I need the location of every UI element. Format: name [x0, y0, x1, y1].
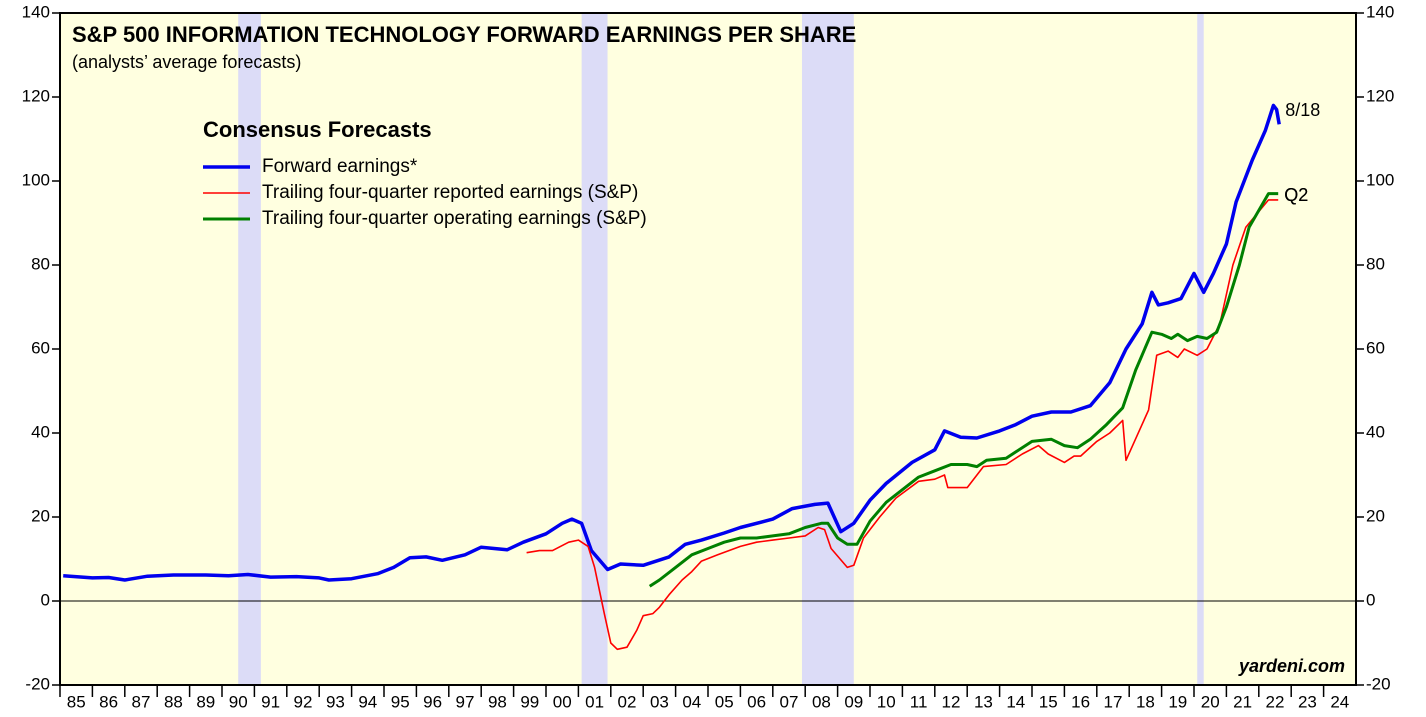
x-tick-label: 89 — [196, 692, 215, 711]
recession-bands — [238, 13, 1204, 685]
x-tick-label: 17 — [1104, 692, 1123, 711]
x-tick-label: 09 — [844, 692, 863, 711]
legend-label: Forward earnings* — [262, 156, 418, 177]
x-tick-label: 00 — [553, 692, 572, 711]
x-tick-label: 19 — [1168, 692, 1187, 711]
series-line — [648, 192, 1279, 588]
x-tick-label: 94 — [358, 692, 377, 711]
x-tick-label: 86 — [99, 692, 118, 711]
y2-tick-label: 140 — [1366, 2, 1394, 21]
y2-tick-label: -20 — [1366, 674, 1391, 693]
x-tick-label: 99 — [520, 692, 539, 711]
y2-tick-label: 120 — [1366, 86, 1394, 105]
x-tick-label: 20 — [1201, 692, 1220, 711]
legend-label: Trailing four-quarter reported earnings … — [262, 182, 638, 203]
x-tick-label: 12 — [942, 692, 961, 711]
x-tick-label: 90 — [229, 692, 248, 711]
x-tick-label: 07 — [780, 692, 799, 711]
y-tick-label: 60 — [31, 338, 50, 357]
x-tick-label: 88 — [164, 692, 183, 711]
x-tick-label: 24 — [1330, 692, 1349, 711]
x-tick-label: 05 — [715, 692, 734, 711]
x-tick-label: 02 — [618, 692, 637, 711]
x-tick-label: 23 — [1298, 692, 1317, 711]
recession-band — [801, 13, 854, 685]
x-tick-label: 95 — [391, 692, 410, 711]
plot-background — [60, 13, 1356, 685]
series-line — [63, 103, 1281, 582]
y-tick-label: 100 — [22, 170, 50, 189]
legend-title: Consensus Forecasts — [203, 117, 432, 142]
x-tick-label: 14 — [1006, 692, 1025, 711]
x-tick-label: 10 — [877, 692, 896, 711]
x-tick-label: 85 — [67, 692, 86, 711]
end-label: 8/18 — [1285, 100, 1320, 120]
recession-band — [238, 13, 261, 685]
x-tick-label: 98 — [488, 692, 507, 711]
chart-title: S&P 500 INFORMATION TECHNOLOGY FORWARD E… — [72, 22, 856, 47]
y-tick-label: 120 — [22, 86, 50, 105]
y-tick-label: 140 — [22, 2, 50, 21]
x-tick-label: 15 — [1039, 692, 1058, 711]
y-tick-label: -20 — [25, 674, 50, 693]
y2-tick-label: 80 — [1366, 254, 1385, 273]
y2-tick-label: 100 — [1366, 170, 1394, 189]
source: yardeni.com — [1238, 656, 1345, 676]
y-tick-label: 40 — [31, 422, 50, 441]
x-tick-label: 03 — [650, 692, 669, 711]
axes: -20020406080100120140-200204060801001201… — [22, 2, 1395, 711]
x-tick-label: 22 — [1266, 692, 1285, 711]
x-tick-label: 93 — [326, 692, 345, 711]
y-tick-label: 0 — [41, 590, 50, 609]
x-tick-label: 16 — [1071, 692, 1090, 711]
end-label: Q2 — [1284, 185, 1308, 205]
legend-label: Trailing four-quarter operating earnings… — [262, 208, 647, 229]
recession-band — [581, 13, 608, 685]
x-tick-label: 96 — [423, 692, 442, 711]
x-tick-label: 92 — [294, 692, 313, 711]
x-tick-label: 08 — [812, 692, 831, 711]
y2-tick-label: 60 — [1366, 338, 1385, 357]
x-tick-label: 97 — [456, 692, 475, 711]
series-line — [526, 199, 1279, 651]
x-tick-label: 13 — [974, 692, 993, 711]
plot-border — [59, 12, 1357, 686]
x-tick-label: 01 — [585, 692, 604, 711]
end-label: Q2 — [1284, 185, 1308, 205]
y2-tick-label: 20 — [1366, 506, 1385, 525]
chart-subtitle: (analysts’ average forecasts) — [72, 52, 301, 72]
y-tick-label: 20 — [31, 506, 50, 525]
y2-tick-label: 0 — [1366, 590, 1375, 609]
x-tick-label: 87 — [132, 692, 151, 711]
x-tick-label: 06 — [747, 692, 766, 711]
y2-tick-label: 40 — [1366, 422, 1385, 441]
x-tick-label: 04 — [682, 692, 701, 711]
recession-band — [1197, 13, 1204, 685]
x-tick-label: 18 — [1136, 692, 1155, 711]
x-tick-label: 11 — [910, 692, 928, 711]
y-tick-label: 80 — [31, 254, 50, 273]
x-tick-label: 91 — [261, 692, 280, 711]
x-tick-label: 21 — [1233, 692, 1252, 711]
legend: Forward earnings* Trailing four-quarter r… — [203, 156, 647, 229]
